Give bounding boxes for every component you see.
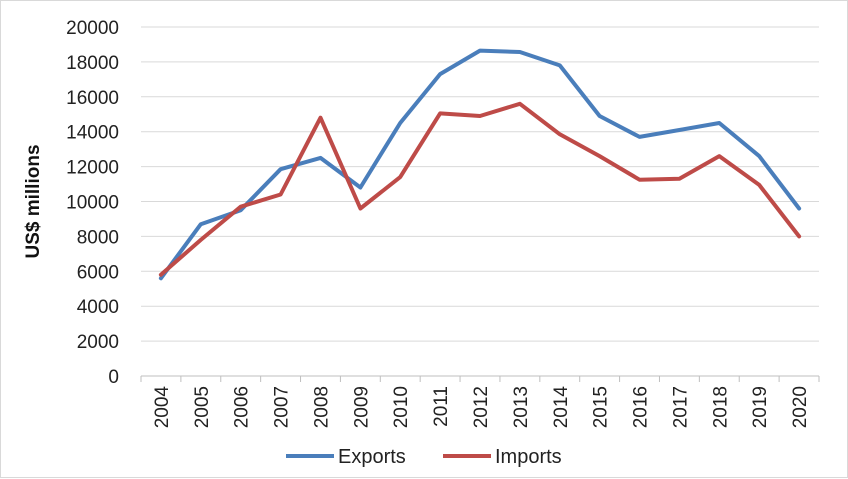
- y-tick-label: 0: [108, 367, 119, 388]
- y-tick-label: 16000: [66, 88, 119, 109]
- x-axis-ticks: 2004 2005 2006 2007 2008 2009 2010 2011 2012 2013…: [140, 376, 820, 429]
- legend: Exports Imports: [286, 446, 562, 468]
- x-tick-label: 2013: [511, 386, 532, 428]
- x-tick-label: 2009: [351, 386, 372, 428]
- x-tick-label: 2008: [311, 386, 332, 428]
- y-tick-label: 20000: [66, 18, 119, 39]
- series-line-imports: [158, 101, 802, 277]
- x-tick-label: 2017: [670, 386, 691, 428]
- y-tick-label: 6000: [77, 262, 119, 283]
- x-tick-label: 2018: [710, 386, 731, 428]
- legend-label-imports: Imports: [495, 446, 562, 468]
- x-tick-label: 2010: [391, 386, 412, 428]
- y-axis-ticks: 0 2000 4000 6000 8000 10000 12000 14000 16000 180…: [66, 18, 119, 388]
- y-tick-label: 2000: [77, 332, 119, 353]
- legend-label-exports: Exports: [338, 446, 406, 468]
- y-tick-label: 4000: [77, 297, 119, 318]
- y-tick-label: 10000: [66, 193, 119, 214]
- x-tick-label: 2016: [631, 386, 652, 428]
- y-tick-label: 8000: [77, 227, 119, 248]
- x-tick-label: 2005: [192, 386, 213, 428]
- x-tick-label: 2012: [471, 386, 492, 428]
- x-tick-label: 2004: [152, 386, 173, 429]
- gridlines: [141, 26, 819, 342]
- x-tick-label: 2014: [551, 386, 572, 429]
- x-tick-label: 2007: [272, 386, 293, 428]
- y-axis-label: US$ millions: [23, 144, 44, 258]
- x-tick-label: 2019: [750, 386, 771, 428]
- y-tick-label: 18000: [66, 53, 119, 74]
- series-line-exports: [158, 48, 802, 281]
- y-tick-label: 14000: [66, 123, 119, 144]
- x-tick-label: 2006: [232, 386, 253, 428]
- series-lines: [158, 48, 802, 281]
- y-tick-label: 12000: [66, 158, 119, 179]
- x-tick-label: 2020: [790, 386, 811, 428]
- x-tick-label: 2011: [431, 386, 452, 427]
- x-tick-label: 2015: [591, 386, 612, 428]
